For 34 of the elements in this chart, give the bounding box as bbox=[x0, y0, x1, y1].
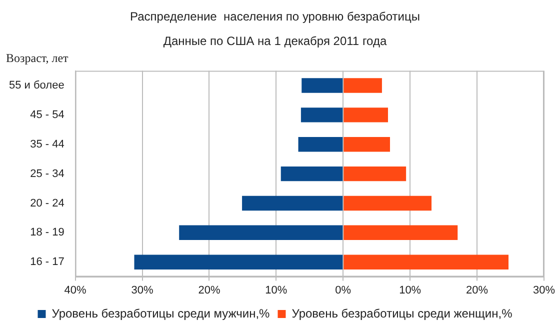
x-tick-label: 20% bbox=[198, 284, 220, 296]
y-tick-label: 16 - 17 bbox=[30, 256, 64, 268]
bar bbox=[344, 137, 390, 152]
chart-subtitle: Данные по США на 1 декабря 2011 года bbox=[163, 34, 387, 48]
bar bbox=[344, 225, 458, 240]
bar bbox=[344, 196, 432, 211]
bar bbox=[300, 108, 343, 122]
x-tick-label: 10% bbox=[265, 284, 288, 296]
y-tick-label: 35 - 44 bbox=[30, 138, 64, 150]
y-axis-title: Возраст, лет bbox=[6, 50, 70, 65]
bar bbox=[298, 137, 343, 152]
bar bbox=[344, 254, 509, 270]
y-tick-label: 55 и более bbox=[8, 80, 64, 92]
x-tick-label: 10% bbox=[399, 284, 422, 296]
x-tick-label: 30% bbox=[532, 284, 556, 296]
x-tick-label: 40% bbox=[64, 284, 87, 296]
bar bbox=[179, 225, 343, 240]
bar bbox=[134, 254, 343, 270]
legend-label: Уровень безработицы среди мужчин,% bbox=[52, 306, 270, 320]
y-tick-label: 45 - 54 bbox=[30, 108, 64, 121]
y-tick-label: 20 - 24 bbox=[30, 197, 64, 210]
x-tick-label: 0% bbox=[335, 284, 352, 296]
y-tick-label: 18 - 19 bbox=[30, 226, 64, 239]
bar bbox=[302, 78, 343, 93]
legend-label: Уровень безработицы среди женщин,% bbox=[292, 306, 513, 320]
bar bbox=[242, 196, 343, 211]
bar bbox=[344, 78, 382, 93]
y-tick-label: 25 - 34 bbox=[30, 168, 64, 180]
bar bbox=[344, 108, 388, 122]
x-tick-label: 20% bbox=[466, 284, 488, 296]
bar bbox=[280, 166, 343, 182]
x-tick-label: 30% bbox=[131, 284, 154, 296]
bar bbox=[344, 166, 406, 182]
chart-title: Распределение населения по уровню безработицы bbox=[130, 10, 420, 24]
